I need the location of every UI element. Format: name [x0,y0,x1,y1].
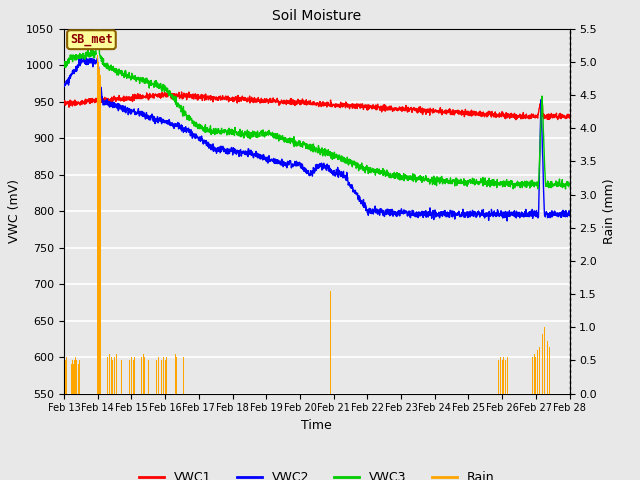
Bar [537,350,538,394]
Bar [98,62,99,394]
Legend: VWC1, VWC2, VWC3, Rain: VWC1, VWC2, VWC3, Rain [134,467,499,480]
Bar [547,340,548,394]
Bar [114,357,115,394]
Bar [505,360,506,394]
Bar [507,357,508,394]
Bar [71,364,72,394]
Bar [121,360,122,394]
Bar [542,334,543,394]
Bar [72,360,73,394]
Bar [166,357,167,394]
Bar [330,291,331,394]
Bar [545,334,547,394]
Bar [109,354,110,394]
Bar [144,357,145,394]
Bar [129,360,130,394]
Bar [95,75,97,394]
Bar [99,69,100,394]
Bar [163,357,164,394]
Bar [68,360,70,394]
Y-axis label: VWC (mV): VWC (mV) [8,179,20,243]
Bar [500,357,501,394]
Bar [77,364,79,394]
Bar [549,347,550,394]
Bar [532,357,533,394]
Bar [156,360,157,394]
Bar [132,360,134,394]
Bar [155,357,156,394]
Bar [131,357,132,394]
Bar [539,347,540,394]
Bar [76,360,77,394]
Bar [123,357,124,394]
X-axis label: Time: Time [301,419,332,432]
Bar [161,360,162,394]
Bar [127,357,129,394]
Bar [158,357,159,394]
Bar [164,360,166,394]
Bar [134,357,135,394]
Bar [183,357,184,394]
Title: Soil Moisture: Soil Moisture [272,10,362,24]
Bar [97,55,98,394]
Bar [65,360,66,394]
Bar [100,75,101,394]
Bar [544,327,545,394]
Bar [141,357,142,394]
Text: SB_met: SB_met [70,33,113,46]
Bar [74,360,76,394]
Bar [73,364,74,394]
Y-axis label: Rain (mm): Rain (mm) [603,179,616,244]
